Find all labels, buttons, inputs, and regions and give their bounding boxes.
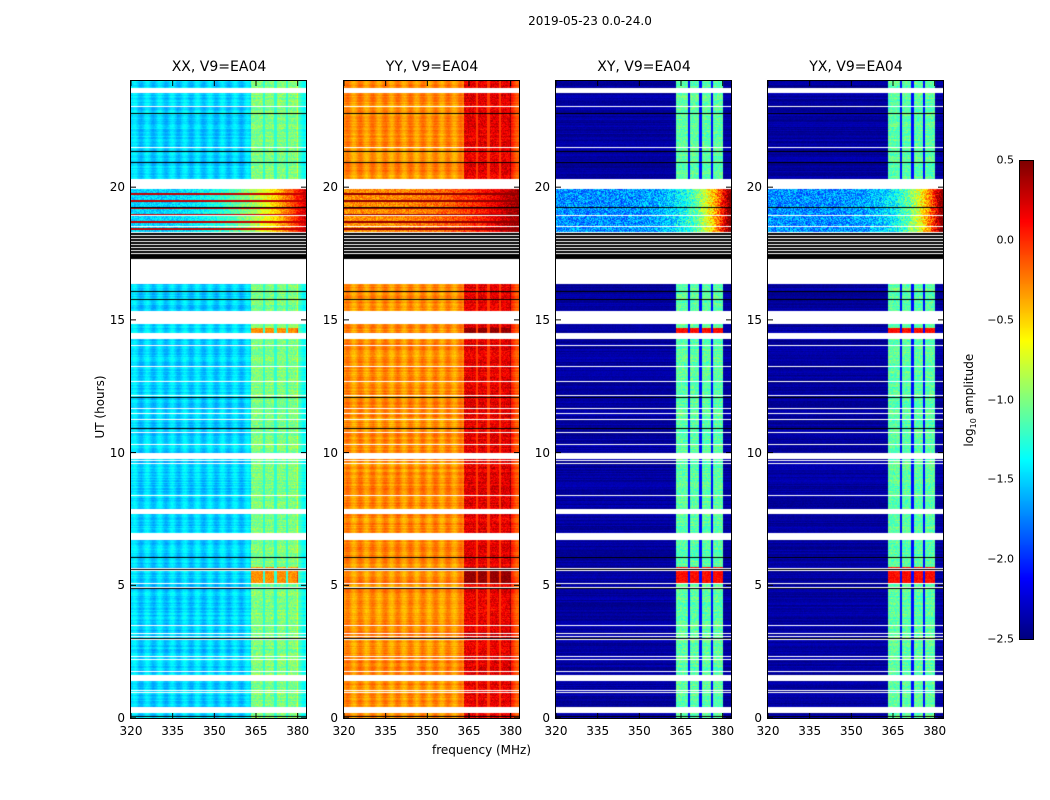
y-tick-label: 5 bbox=[542, 578, 550, 593]
x-tick-label: 320 bbox=[119, 724, 143, 738]
y-tick-label: 15 bbox=[534, 312, 550, 327]
panel-title-xx: XX, V9=EA04 bbox=[171, 59, 267, 75]
colorbar-label: log10 amplitude bbox=[962, 340, 978, 460]
x-tick-label: 350 bbox=[415, 724, 439, 738]
y-tick-label: 0 bbox=[117, 711, 125, 725]
colorbar-label-sub: 10 bbox=[969, 418, 979, 429]
heatmap-image-xx bbox=[131, 81, 306, 718]
x-tick-label: 350 bbox=[839, 724, 863, 738]
x-tick-label: 350 bbox=[627, 724, 651, 738]
x-tick-label: 365 bbox=[244, 724, 268, 738]
y-tick-label: 10 bbox=[109, 445, 125, 460]
heatmap-image-yy bbox=[344, 81, 519, 718]
y-tick-label: 20 bbox=[109, 180, 125, 195]
heatmap-panel-yx bbox=[767, 80, 944, 719]
panel-title-yx: YX, V9=EA04 bbox=[809, 59, 903, 75]
y-tick-label: 10 bbox=[322, 445, 338, 460]
heatmap-image-xy bbox=[556, 81, 731, 718]
colorbar-tick-label: 0.5 bbox=[996, 153, 1015, 167]
y-tick-label: 5 bbox=[117, 578, 125, 593]
heatmap-image-yx bbox=[768, 81, 943, 718]
y-tick-label: 15 bbox=[109, 312, 125, 327]
heatmap-panel-xx bbox=[130, 80, 307, 719]
y-tick-label: 20 bbox=[322, 180, 338, 195]
x-tick-label: 350 bbox=[202, 724, 226, 738]
y-tick-label: 5 bbox=[330, 578, 338, 593]
colorbar-tick-label: −0.5 bbox=[987, 313, 1014, 327]
y-tick-label: 5 bbox=[754, 578, 762, 593]
colorbar-tick-label: −1.0 bbox=[987, 393, 1014, 406]
x-tick-label: 380 bbox=[499, 724, 523, 738]
colorbar-tick-label: −1.5 bbox=[987, 472, 1014, 486]
x-tick-label: 335 bbox=[586, 724, 610, 738]
y-tick-label: 10 bbox=[534, 445, 550, 460]
x-tick-label: 365 bbox=[881, 724, 905, 738]
y-tick-label: 20 bbox=[534, 180, 550, 195]
x-tick-label: 320 bbox=[756, 724, 780, 738]
x-tick-label: 380 bbox=[923, 724, 947, 738]
panel-title-xy: XY, V9=EA04 bbox=[597, 59, 691, 75]
panel-title-yy: YY, V9=EA04 bbox=[385, 59, 479, 75]
x-axis-label: frequency (MHz) bbox=[432, 743, 532, 757]
heatmap-panel-yy bbox=[343, 80, 520, 719]
colorbar-gradient bbox=[1020, 161, 1033, 639]
y-tick-label: 15 bbox=[746, 312, 762, 327]
x-tick-label: 320 bbox=[332, 724, 356, 738]
y-tick-label: 0 bbox=[330, 711, 338, 725]
y-tick-label: 0 bbox=[754, 711, 762, 725]
y-tick-label: 0 bbox=[542, 711, 550, 725]
x-tick-label: 365 bbox=[457, 724, 481, 738]
colorbar-tick-label: 0.0 bbox=[996, 233, 1015, 247]
x-tick-label: 365 bbox=[669, 724, 693, 738]
colorbar bbox=[1019, 160, 1034, 640]
y-tick-label: 15 bbox=[322, 312, 338, 327]
x-tick-label: 335 bbox=[161, 724, 185, 738]
x-tick-label: 380 bbox=[711, 724, 735, 738]
y-axis-label: UT (hours) bbox=[93, 375, 107, 439]
x-tick-label: 335 bbox=[374, 724, 398, 738]
y-tick-label: 10 bbox=[746, 445, 762, 460]
heatmap-panel-xy bbox=[555, 80, 732, 719]
figure-title: 2019-05-23 0.0-24.0 bbox=[528, 14, 652, 28]
x-tick-label: 320 bbox=[544, 724, 568, 738]
x-tick-label: 335 bbox=[798, 724, 822, 738]
colorbar-label-suffix: amplitude bbox=[961, 353, 976, 419]
colorbar-label-prefix: log bbox=[961, 428, 976, 447]
colorbar-tick-label: −2.0 bbox=[987, 552, 1014, 566]
colorbar-tick-label: −2.5 bbox=[987, 632, 1014, 646]
y-tick-label: 20 bbox=[746, 180, 762, 195]
x-tick-label: 380 bbox=[286, 724, 310, 738]
